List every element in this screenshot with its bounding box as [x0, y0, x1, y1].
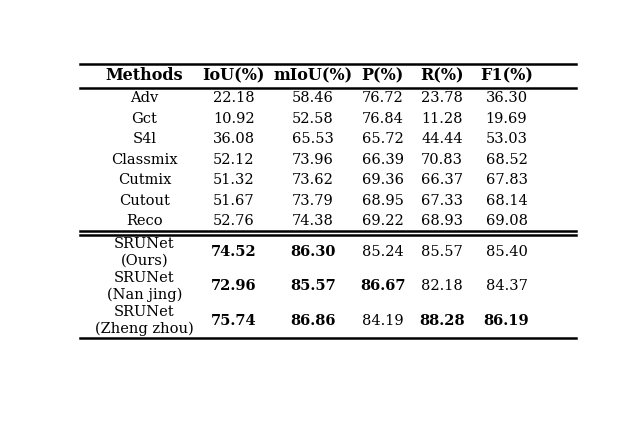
Text: 85.24: 85.24 — [362, 245, 403, 259]
Text: 36.30: 36.30 — [486, 91, 527, 105]
Text: 52.58: 52.58 — [292, 112, 334, 126]
Text: SRUNet
(Nan jing): SRUNet (Nan jing) — [107, 271, 182, 302]
Text: Methods: Methods — [106, 68, 183, 84]
Text: SRUNet
(Ours): SRUNet (Ours) — [114, 237, 175, 268]
Text: Cutmix: Cutmix — [118, 173, 171, 187]
Text: 51.67: 51.67 — [213, 194, 255, 208]
Text: SRUNet
(Zheng zhou): SRUNet (Zheng zhou) — [95, 305, 194, 336]
Text: S4l: S4l — [132, 132, 157, 146]
Text: 73.79: 73.79 — [292, 194, 334, 208]
Text: Cutout: Cutout — [119, 194, 170, 208]
Text: 69.22: 69.22 — [362, 214, 403, 228]
Text: Adv: Adv — [131, 91, 159, 105]
Text: 69.36: 69.36 — [362, 173, 404, 187]
Text: 52.12: 52.12 — [213, 153, 255, 167]
Text: 74.38: 74.38 — [292, 214, 334, 228]
Text: 10.92: 10.92 — [213, 112, 255, 126]
Text: 68.93: 68.93 — [421, 214, 463, 228]
Text: 67.33: 67.33 — [421, 194, 463, 208]
Text: 67.83: 67.83 — [486, 173, 527, 187]
Text: 86.86: 86.86 — [291, 314, 336, 327]
Text: 52.76: 52.76 — [213, 214, 255, 228]
Text: 76.84: 76.84 — [362, 112, 403, 126]
Text: 51.32: 51.32 — [213, 173, 255, 187]
Text: 68.14: 68.14 — [486, 194, 527, 208]
Text: 85.57: 85.57 — [291, 279, 336, 293]
Text: 85.40: 85.40 — [486, 245, 527, 259]
Text: 73.96: 73.96 — [292, 153, 334, 167]
Text: 84.37: 84.37 — [486, 279, 527, 293]
Text: mIoU(%): mIoU(%) — [273, 68, 353, 84]
Text: 23.78: 23.78 — [421, 91, 463, 105]
Text: 22.18: 22.18 — [213, 91, 255, 105]
Text: 68.52: 68.52 — [486, 153, 527, 167]
Text: 11.28: 11.28 — [421, 112, 463, 126]
Text: Classmix: Classmix — [111, 153, 178, 167]
Text: 72.96: 72.96 — [211, 279, 257, 293]
Text: 86.67: 86.67 — [360, 279, 405, 293]
Text: 75.74: 75.74 — [211, 314, 257, 327]
Text: 85.57: 85.57 — [421, 245, 463, 259]
Text: 69.08: 69.08 — [486, 214, 527, 228]
Text: 70.83: 70.83 — [421, 153, 463, 167]
Text: 76.72: 76.72 — [362, 91, 403, 105]
Text: 58.46: 58.46 — [292, 91, 334, 105]
Text: 65.72: 65.72 — [362, 132, 403, 146]
Text: Reco: Reco — [126, 214, 163, 228]
Text: 74.52: 74.52 — [211, 245, 257, 259]
Text: 84.19: 84.19 — [362, 314, 403, 327]
Text: Gct: Gct — [132, 112, 157, 126]
Text: R(%): R(%) — [420, 68, 464, 84]
Text: 73.62: 73.62 — [292, 173, 334, 187]
Text: 68.95: 68.95 — [362, 194, 403, 208]
Text: 88.28: 88.28 — [419, 314, 465, 327]
Text: 36.08: 36.08 — [212, 132, 255, 146]
Text: F1(%): F1(%) — [480, 68, 533, 84]
Text: P(%): P(%) — [362, 68, 404, 84]
Text: 82.18: 82.18 — [421, 279, 463, 293]
Text: IoU(%): IoU(%) — [203, 68, 265, 84]
Text: 66.37: 66.37 — [421, 173, 463, 187]
Text: 66.39: 66.39 — [362, 153, 404, 167]
Text: 53.03: 53.03 — [486, 132, 527, 146]
Text: 86.30: 86.30 — [291, 245, 336, 259]
Text: 19.69: 19.69 — [486, 112, 527, 126]
Text: 65.53: 65.53 — [292, 132, 334, 146]
Text: 86.19: 86.19 — [484, 314, 529, 327]
Text: 44.44: 44.44 — [421, 132, 463, 146]
